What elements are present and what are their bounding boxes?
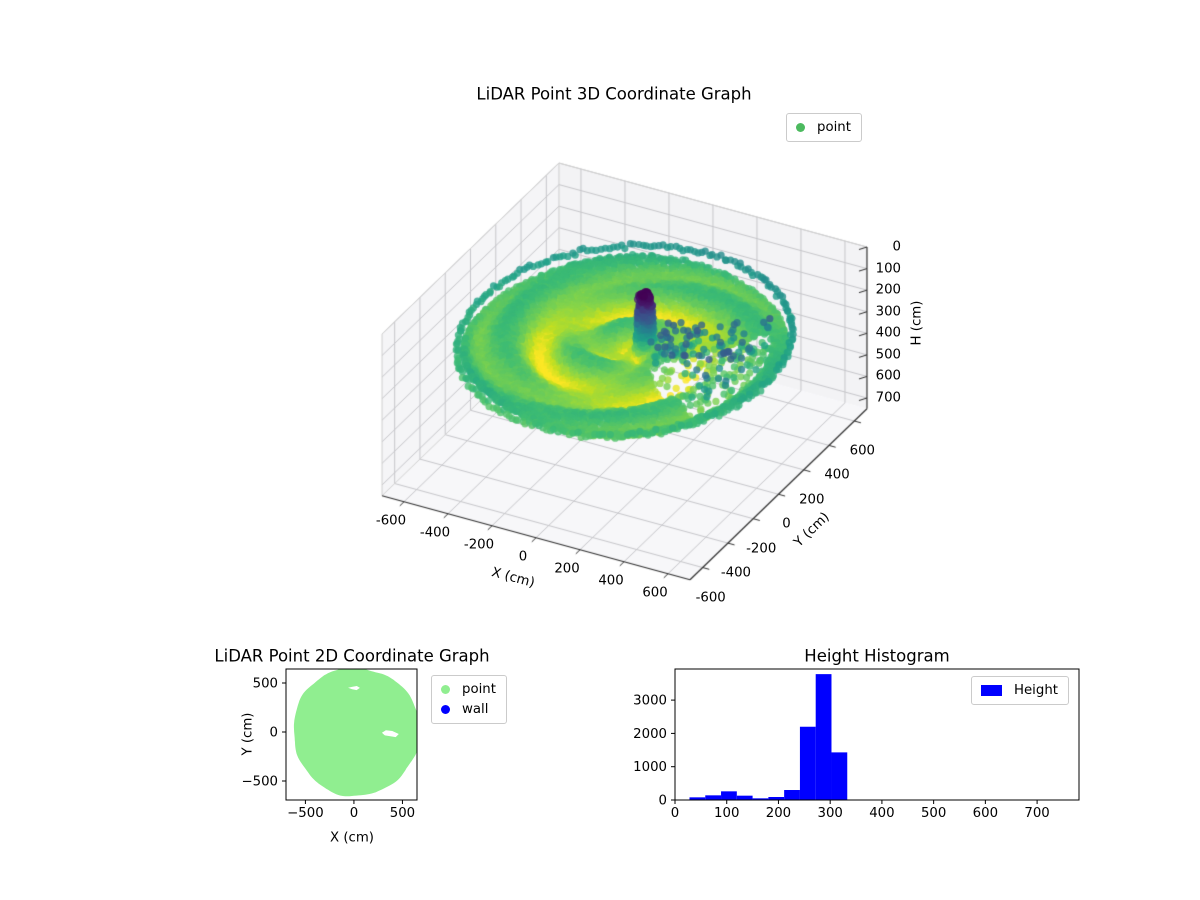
tick-label: 400 xyxy=(869,806,894,821)
histogram-bar xyxy=(689,797,706,800)
height-swatch-icon xyxy=(981,685,1002,696)
legend-histogram: Height xyxy=(971,676,1069,705)
tick-label: 400 xyxy=(875,325,901,341)
tick-label: 0 xyxy=(350,806,358,821)
tick-label: -600 xyxy=(695,590,726,606)
histogram-title: Height Histogram xyxy=(804,646,950,666)
chart3d-title: LiDAR Point 3D Coordinate Graph xyxy=(476,84,752,104)
tick-label: -200 xyxy=(463,537,495,553)
histogram-bar xyxy=(752,798,769,800)
histogram-bar xyxy=(705,795,722,800)
histogram-bar xyxy=(721,791,737,800)
histogram-bar xyxy=(784,790,800,800)
legend-3d: point xyxy=(786,113,862,142)
tick-label: 400 xyxy=(824,467,850,483)
legend-label-wall-2d: wall xyxy=(462,702,489,717)
scatter3d-plot-area xyxy=(320,140,890,610)
legend-2d: point wall xyxy=(431,675,507,724)
tick-label: 700 xyxy=(1024,806,1049,821)
histogram-bar xyxy=(831,752,848,800)
tick-label: −500 xyxy=(241,774,278,789)
axes-frame-2d xyxy=(285,668,418,801)
tick-label: -400 xyxy=(419,525,451,541)
legend-row-wall-2d: wall xyxy=(441,701,496,718)
legend-row-height: Height xyxy=(981,682,1058,699)
y-axis-label-2d: Y (cm) xyxy=(240,712,256,756)
tick-label: 0 xyxy=(892,239,901,255)
histogram-bar xyxy=(815,674,832,800)
tick-label: 100 xyxy=(875,261,901,277)
point-cloud-gap xyxy=(348,686,360,691)
histogram-bar xyxy=(799,726,816,800)
tick-label: 200 xyxy=(799,492,825,508)
tick-label: 0 xyxy=(270,726,278,741)
tick-label: -200 xyxy=(746,541,777,557)
tick-label: 0 xyxy=(659,794,667,809)
legend-label-point-2d: point xyxy=(462,682,496,697)
tick-label: 600 xyxy=(642,585,668,601)
point-cloud-2d xyxy=(293,669,417,797)
tick-label: 200 xyxy=(875,282,901,298)
x-axis-label-2d: X (cm) xyxy=(330,830,374,846)
tick-label: 500 xyxy=(253,677,278,692)
tick-label: 200 xyxy=(766,806,791,821)
tick-label: 500 xyxy=(390,806,415,821)
tick-label: 200 xyxy=(554,561,580,577)
point-cloud-gap xyxy=(381,730,399,738)
point-marker-icon xyxy=(441,685,450,694)
legend-row-point-3d: point xyxy=(796,119,851,136)
tick-label: -400 xyxy=(720,565,752,581)
axes-frame-histogram xyxy=(674,668,1080,801)
point-marker-icon xyxy=(796,123,805,132)
tick-label: 500 xyxy=(921,806,946,821)
tick-label: 700 xyxy=(875,390,901,406)
tick-label: 100 xyxy=(714,806,739,821)
tick-label: 2000 xyxy=(633,727,667,742)
tick-label: 1000 xyxy=(633,760,667,775)
legend-label-height: Height xyxy=(1014,683,1058,698)
legend-label-point-3d: point xyxy=(817,120,851,135)
tick-label: 400 xyxy=(598,573,624,589)
wall-marker-icon xyxy=(441,705,450,714)
tick-label: 300 xyxy=(875,304,901,320)
tick-label: 600 xyxy=(875,368,901,384)
tick-label: 600 xyxy=(849,443,876,459)
tick-label: 0 xyxy=(782,516,791,532)
tick-label: -600 xyxy=(375,513,407,529)
chart2d-title: LiDAR Point 2D Coordinate Graph xyxy=(214,646,490,666)
tick-label: 300 xyxy=(817,806,842,821)
tick-label: −500 xyxy=(287,806,324,821)
tick-label: 600 xyxy=(973,806,998,821)
tick-label: 0 xyxy=(671,806,679,821)
legend-row-point-2d: point xyxy=(441,681,496,698)
tick-label: 500 xyxy=(875,347,901,363)
histogram-bar xyxy=(768,797,785,800)
tick-label: 3000 xyxy=(633,694,667,709)
histogram-bar xyxy=(736,795,753,800)
tick-label: 0 xyxy=(518,549,528,565)
